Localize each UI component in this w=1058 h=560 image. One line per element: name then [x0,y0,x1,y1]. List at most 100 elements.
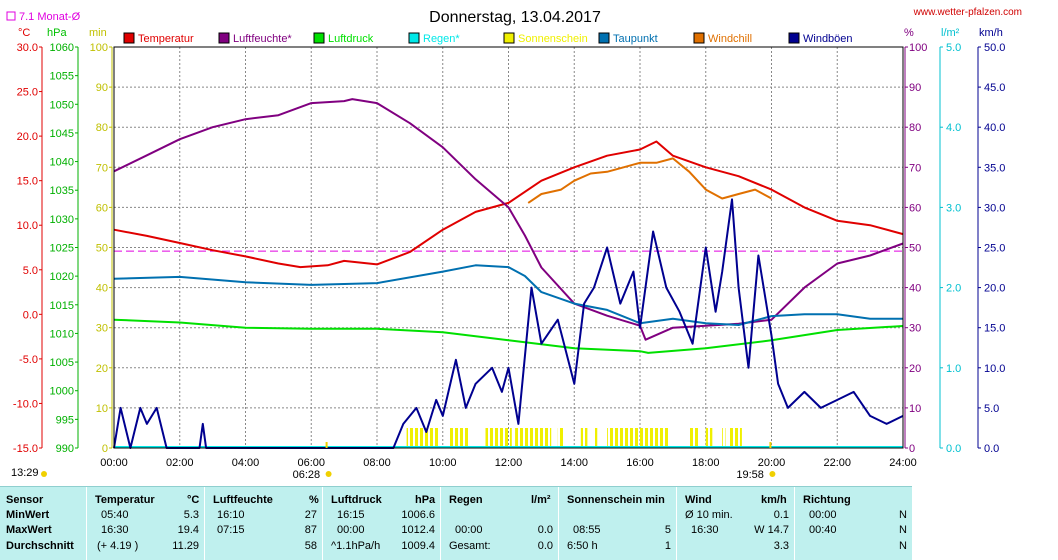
humidity-tick-label: 60 [909,202,921,214]
legend-label: Sonnenschein [518,33,588,45]
wind-tick-label: 25.0 [984,243,1005,255]
humidity-tick-label: 50 [909,243,921,255]
legend-swatch [598,32,610,44]
press-max-val: 1012.4 [401,524,435,536]
pressure-tick-label: 1045 [50,128,74,140]
wind-max-time: 16:30 [691,524,719,536]
wind-tick-label: 50.0 [984,42,1005,54]
legend-swatch [123,32,135,44]
wind-tick-label: 40.0 [984,122,1005,134]
legend-label: Regen* [423,33,460,45]
x-tick-label: 20:00 [758,457,786,469]
dir-max-val: N [899,524,907,536]
humidity-tick-label: 20 [909,363,921,375]
pressure-tick-label: 1005 [50,357,74,369]
sunshine-tick-label: 70 [96,162,108,174]
legend-label: Luftfeuchte* [233,33,292,45]
sunshine-bar [689,428,700,448]
dir-avg-val: N [899,540,907,552]
sunshine-bar [406,428,440,448]
sunshine-bar [515,428,552,448]
pressure-tick-label: 1020 [50,271,74,283]
temp-tick-label: -10.0 [13,398,38,410]
sunshine-bar [449,428,470,448]
sunshine-tick-label: 20 [96,363,108,375]
humidity-tick-label: 70 [909,162,921,174]
pressure-tick-label: 1040 [50,157,74,169]
sunshine-tick-label: 80 [96,122,108,134]
col-luftdruck: Luftdruck hPa 16:15 1006.6 00:00 1012.4 … [322,487,441,560]
sun-header: Sonnenschein min [567,494,665,506]
site-url[interactable]: www.wetter-pfalzen.com [913,7,1022,18]
wind-unit: km/h [761,494,787,506]
sunrise-label: 06:28 [293,469,321,481]
rain-max-time: 00:00 [455,524,483,536]
series-line-windben [113,198,904,449]
pressure-tick-label: 995 [56,414,74,426]
x-tick-label: 02:00 [166,457,194,469]
x-tick-label: 24:00 [889,457,917,469]
rain-tick-label: 5.0 [946,42,961,54]
sunshine-tick-label: 90 [96,82,108,94]
legend-label: Temperatur [138,33,194,45]
sunrise-left-label: 13:29 [11,467,39,479]
press-unit: hPa [415,494,436,506]
sunshine-bar [557,428,565,448]
legend-swatch [788,32,800,44]
temp-tick-label: 30.0 [17,42,38,54]
col-temperatur: Temperatur °C 05:40 5.3 16:30 19.4 (+ 4.… [86,487,205,560]
x-tick-label: 06:00 [297,457,325,469]
wind-avg-val: 3.3 [773,540,789,552]
temp-tick-label: 25.0 [17,87,38,99]
rain-total-val: 0.0 [537,540,553,552]
press-avg-val: 1009.4 [401,540,435,552]
wind-header: Wind [685,494,712,506]
legend-label: Windböen [803,33,853,45]
rain-tick-label: 2.0 [946,283,961,295]
temp-unit: °C [187,494,200,506]
sunshine-bar [722,428,726,448]
rain-tick-label: 0.0 [946,443,961,455]
col-wind: Wind km/h Ø 10 min. 0.1 16:30 W 14.7 3.3 [676,487,795,560]
monat-avg-icon [6,11,16,21]
x-tick-label: 00:00 [100,457,128,469]
pressure-tick-label: 1050 [50,99,74,111]
humidity-tick-label: 100 [909,42,927,54]
chart-axes: 00:00 02:00 04:00 06:00 08:00 10:00 12:00 14:00… [13,42,1006,469]
humidity-tick-label: 40 [909,283,921,295]
dir-header: Richtung [803,494,851,506]
chart-legend: Temperatur Luftfeuchte* Luftdruck Regen* Son… [123,32,853,45]
col-regen: Regen l/m² 00:00 0.0 Gesamt: 0.0 [440,487,559,560]
hum-header: Luftfeuchte [213,494,273,506]
sun-total-hours: 6:50 h [567,540,598,552]
temp-tick-label: -15.0 [13,443,38,455]
humidity-tick-label: 0 [909,443,915,455]
col-sensor: Sensor MinWert MaxWert Durchschnitt [0,487,86,560]
legend-swatch [313,32,325,44]
plot-frame [113,46,904,449]
weather-chart: 00:00 02:00 04:00 06:00 08:00 10:00 12:00 14:00… [6,7,1022,481]
series-line-windchill [527,157,772,204]
x-tick-label: 08:00 [363,457,391,469]
temp-min-time: 05:40 [101,509,129,521]
stats-table: Sensor MinWert MaxWert Durchschnitt Temp… [0,486,912,560]
temp-tick-label: 20.0 [17,131,38,143]
monat-avg-label: 7.1 Monat-Ø [19,11,81,23]
rain-tick-label: 4.0 [946,122,961,134]
legend-label: Windchill [708,33,752,45]
x-tick-label: 04:00 [232,457,260,469]
press-min-time: 16:15 [337,509,365,521]
sunset-icon [769,471,776,477]
temp-max-time: 16:30 [101,524,129,536]
wind-tick-label: 20.0 [984,283,1005,295]
pressure-tick-label: 990 [56,443,74,455]
unit-wind: km/h [979,27,1003,39]
temp-avg-diff: (+ 4.19 ) [97,540,139,552]
pressure-tick-label: 1035 [50,185,74,197]
row-label-avg: Durchschnitt [6,540,74,552]
humidity-tick-label: 80 [909,122,921,134]
press-max-time: 00:00 [337,524,365,536]
pressure-tick-label: 1000 [50,386,74,398]
rain-total-label: Gesamt: [449,540,491,552]
sunshine-bar [705,428,713,448]
